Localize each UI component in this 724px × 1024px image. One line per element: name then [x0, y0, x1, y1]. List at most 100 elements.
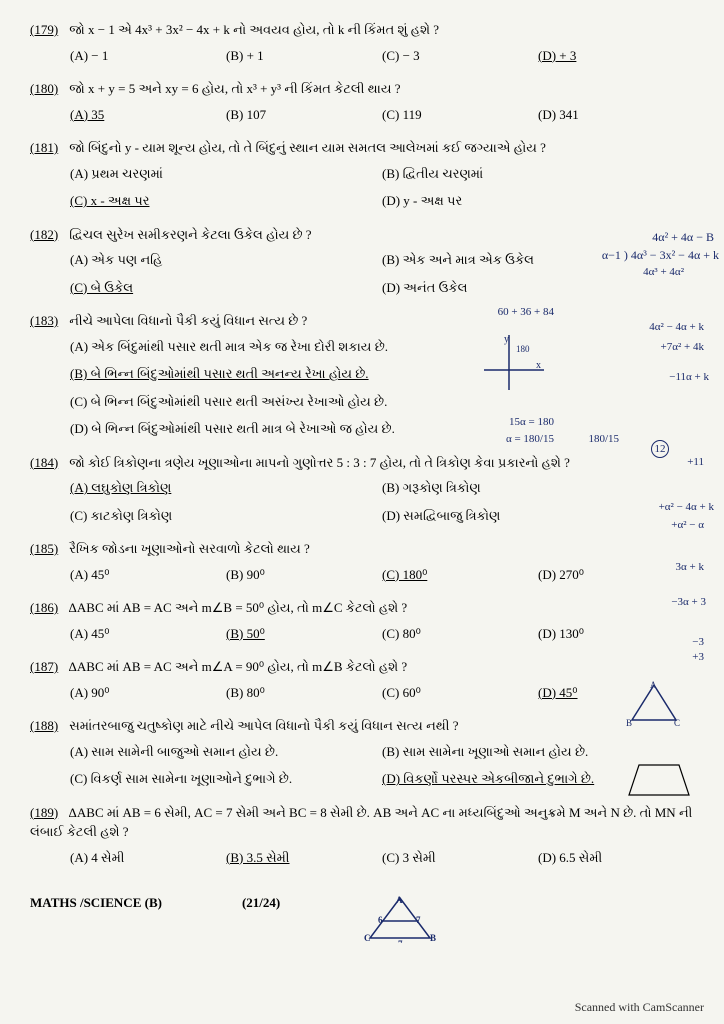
- svg-text:A: A: [650, 680, 657, 690]
- hw-line14: 3α + k: [676, 560, 704, 574]
- option: (B) ગરૂકોણ ત્રિકોણ: [382, 476, 694, 500]
- question-text: જો x + y = 5 અને xy = 6 હોય, તો x³ + y³ …: [69, 81, 400, 96]
- hw-line5: 4α² − 4α + k: [649, 320, 704, 334]
- question-180: (180) જો x + y = 5 અને xy = 6 હોય, તો x³…: [30, 79, 694, 126]
- question-text: ΔABC માં AB = AC અને m∠B = 50⁰ હોય, તો m…: [69, 600, 408, 615]
- question-183: (183) નીચે આપેલા વિધાનો પૈકી કયું વિધાન …: [30, 311, 694, 441]
- question-text: દ્વિચલ સુરેખ સમીકરણને કેટલા ઉકેલ હોય છે …: [69, 227, 311, 242]
- options-row: (A) પ્રથમ ચરણમાં(B) દ્વિતીય ચરણમાં(C) x …: [30, 162, 694, 213]
- svg-text:180: 180: [516, 344, 530, 354]
- question-182: (182) દ્વિચલ સુરેખ સમીકરણને કેટલા ઉકેલ હ…: [30, 225, 694, 300]
- option: (B) બે ભિન્ન બિંદુઓમાંથી પસાર થતી અનન્ય …: [70, 362, 694, 386]
- svg-text:B: B: [626, 718, 632, 728]
- question-184: (184) જો કોઈ ત્રિકોણના ત્રણેય ખૂણાઓના મા…: [30, 453, 694, 528]
- question-text: જો બિંદુનો y - યામ શૂન્ય હોય, તો તે બિંદ…: [69, 140, 546, 155]
- options-row: (A) 35(B) 107(C) 119(D) 341: [30, 103, 694, 127]
- question-179: (179) જો x − 1 એ 4x³ + 3x² − 4x + k નો અ…: [30, 20, 694, 67]
- hw-line7: −11α + k: [669, 370, 709, 384]
- option: (C) − 3: [382, 44, 538, 68]
- option: (D) સમદ્વિબાજુ ત્રિકોણ: [382, 504, 694, 528]
- options-row: (A) 90⁰(B) 80⁰(C) 60⁰(D) 45⁰: [30, 681, 694, 705]
- hw-line11: +11: [687, 455, 704, 469]
- option: (A) 45⁰: [70, 622, 226, 646]
- svg-text:C: C: [674, 718, 680, 728]
- svg-text:y: y: [504, 334, 509, 345]
- option: (A) લઘુકોણ ત્રિકોણ: [70, 476, 382, 500]
- svg-text:A: A: [396, 895, 403, 905]
- question-text: ΔABC માં AB = AC અને m∠A = 90⁰ હોય, તો m…: [69, 659, 408, 674]
- tri-sketch-1: A B C: [624, 680, 684, 730]
- options-row: (A) એક પણ નહિ(B) એક અને માત્ર એક ઉકેલ(C)…: [30, 248, 694, 299]
- options-row: (A) એક બિંદુમાંથી પસાર થતી માત્ર એક જ રે…: [30, 335, 694, 441]
- svg-text:B: B: [430, 933, 436, 943]
- question-number: (188): [30, 716, 66, 736]
- option: (D) 130⁰: [538, 622, 694, 646]
- hw-line8: 15α = 180: [509, 415, 554, 429]
- question-text: જો x − 1 એ 4x³ + 3x² − 4x + k નો અવયવ હો…: [69, 22, 439, 37]
- triangle-sketch: A 6 7 C 7 B: [360, 893, 440, 943]
- hw-line15: −3α + 3: [671, 595, 706, 609]
- option: (B) 90⁰: [226, 563, 382, 587]
- option: (D) 6.5 સેમી: [538, 846, 694, 870]
- trapezoid-sketch: [624, 760, 694, 800]
- option: (A) 4 સેમી: [70, 846, 226, 870]
- option: (A) 35: [70, 103, 226, 127]
- option: (B) 107: [226, 103, 382, 127]
- option: (C) 119: [382, 103, 538, 127]
- hw-line2: α−1 ) 4α³ − 3x² − 4α + k: [602, 248, 719, 264]
- option: (A) 45⁰: [70, 563, 226, 587]
- hw-line9: α = 180/15: [506, 432, 554, 446]
- options-row: (A) સામ સામેની બાજુઓ સમાન હોય છે.(B) સામ…: [30, 740, 694, 791]
- question-number: (185): [30, 539, 66, 559]
- hw-circ: 12: [651, 440, 669, 458]
- options-row: (A) લઘુકોણ ત્રિકોણ(B) ગરૂકોણ ત્રિકોણ(C) …: [30, 476, 694, 527]
- option: (A) એક પણ નહિ: [70, 248, 382, 272]
- question-number: (187): [30, 657, 66, 677]
- svg-text:x: x: [536, 360, 541, 371]
- question-185: (185) રૈખિક જોડના ખૂણાઓનો સરવાળો કેટલો થ…: [30, 539, 694, 586]
- hw-line3: 4α³ + 4α²: [643, 265, 684, 279]
- question-number: (179): [30, 20, 66, 40]
- question-text: નીચે આપેલા વિધાનો પૈકી કયું વિધાન સત્ય છ…: [69, 313, 307, 328]
- question-number: (183): [30, 311, 66, 331]
- option: (C) વિકર્ણ સામ સામેના ખૂણાઓને દુભાગે છે.: [70, 767, 382, 791]
- axis-sketch: y x 180: [474, 330, 554, 400]
- hw-line10: 180/15: [588, 432, 619, 446]
- option: (C) 80⁰: [382, 622, 538, 646]
- option: (C) બે ઉકેલ: [70, 276, 382, 300]
- options-row: (A) 4 સેમી(B) 3.5 સેમી(C) 3 સેમી(D) 6.5 …: [30, 846, 694, 870]
- question-number: (184): [30, 453, 66, 473]
- options-row: (A) 45⁰(B) 50⁰(C) 80⁰(D) 130⁰: [30, 622, 694, 646]
- option: (D) + 3: [538, 44, 694, 68]
- page-number: (21/24): [242, 893, 280, 913]
- hw-line13: +α² − α: [671, 518, 704, 532]
- option: (A) 90⁰: [70, 681, 226, 705]
- question-text: જો કોઈ ત્રિકોણના ત્રણેય ખૂણાઓના માપનો ગુ…: [69, 455, 570, 470]
- question-number: (186): [30, 598, 66, 618]
- options-row: (A) 45⁰(B) 90⁰(C) 180⁰(D) 270⁰: [30, 563, 694, 587]
- svg-text:6: 6: [378, 915, 383, 925]
- page-footer: MATHS /SCIENCE (B) (21/24) A 6 7 C 7 B: [30, 893, 694, 943]
- option: (C) x - અક્ષ પર: [70, 189, 382, 213]
- question-number: (189): [30, 803, 66, 823]
- option: (A) પ્રથમ ચરણમાં: [70, 162, 382, 186]
- option: (C) કાટકોણ ત્રિકોણ: [70, 504, 382, 528]
- question-number: (182): [30, 225, 66, 245]
- option: (B) + 1: [226, 44, 382, 68]
- option: (A) એક બિંદુમાંથી પસાર થતી માત્ર એક જ રે…: [70, 335, 694, 359]
- hw-line4: 60 + 36 + 84: [498, 305, 554, 319]
- question-text: રૈખિક જોડના ખૂણાઓનો સરવાળો કેટલો થાય ?: [69, 541, 310, 556]
- question-text: ΔABC માં AB = 6 સેમી, AC = 7 સેમી અને BC…: [30, 805, 692, 840]
- exam-page: (179) જો x − 1 એ 4x³ + 3x² − 4x + k નો અ…: [30, 20, 694, 943]
- question-186: (186) ΔABC માં AB = AC અને m∠B = 50⁰ હોય…: [30, 598, 694, 645]
- option: (D) 341: [538, 103, 694, 127]
- question-text: સમાંતરબાજુ ચતુષ્કોણ માટે નીચે આપેલ વિધાન…: [69, 718, 458, 733]
- question-188: (188) સમાંતરબાજુ ચતુષ્કોણ માટે નીચે આપેલ…: [30, 716, 694, 791]
- subject-label: MATHS /SCIENCE (B): [30, 893, 162, 913]
- question-181: (181) જો બિંદુનો y - યામ શૂન્ય હોય, તો ત…: [30, 138, 694, 213]
- hw-line6: +7α² + 4k: [661, 340, 704, 354]
- question-187: (187) ΔABC માં AB = AC અને m∠A = 90⁰ હોય…: [30, 657, 694, 704]
- scan-watermark: Scanned with CamScanner: [575, 998, 704, 1016]
- hw-line17: +3: [692, 650, 704, 664]
- svg-text:7: 7: [398, 939, 403, 943]
